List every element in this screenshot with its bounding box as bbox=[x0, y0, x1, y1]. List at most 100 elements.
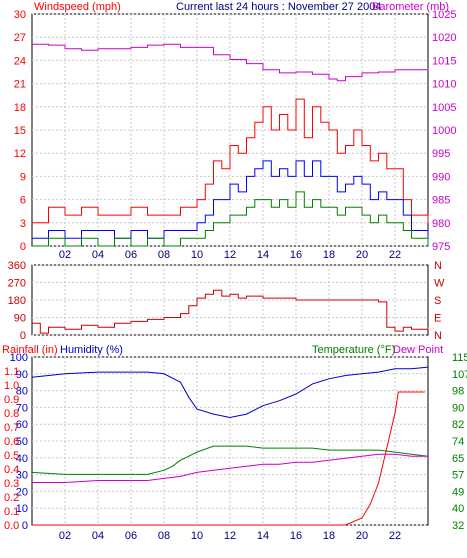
direction-tick-label: 270 bbox=[8, 278, 26, 290]
barometer-line bbox=[32, 43, 429, 82]
x-tick-label: 16 bbox=[290, 530, 302, 542]
x-tick-label: 10 bbox=[191, 249, 203, 261]
humidity-tick-label: 60 bbox=[16, 419, 28, 431]
x-tick-label: 20 bbox=[356, 530, 368, 542]
x-tick-label: 18 bbox=[323, 249, 335, 261]
temperature-tick-label: 57 bbox=[452, 470, 464, 482]
x-tick-label: 20 bbox=[356, 249, 368, 261]
x-tick-label: 06 bbox=[125, 530, 137, 542]
temperature-tick-label: 40 bbox=[452, 503, 464, 515]
temperature-tick-label: 98 bbox=[452, 386, 464, 398]
compass-tick-label: N bbox=[434, 260, 442, 272]
rainfall-tick-label: 0.3 bbox=[4, 478, 19, 490]
chart-series bbox=[31, 43, 429, 526]
windspeed-tick-label: 12 bbox=[14, 148, 26, 160]
temperature-tick-label: 49 bbox=[452, 486, 464, 498]
windspeed-tick-label: 15 bbox=[14, 125, 26, 137]
windspeed-tick-label: 27 bbox=[14, 32, 26, 44]
chart-title: Current last 24 hours : November 27 2004 bbox=[176, 1, 381, 13]
rainfall-tick-label: 1.1 bbox=[4, 366, 19, 378]
rainfall-axis-title: Rainfall (in) bbox=[2, 344, 58, 356]
rainfall-tick-label: 1.0 bbox=[4, 380, 19, 392]
x-tick-label: 02 bbox=[59, 249, 71, 261]
humidity-tick-label: 70 bbox=[16, 402, 28, 414]
temperature-tick-label: 90 bbox=[452, 402, 464, 414]
rainfall-tick-label: 0.9 bbox=[4, 394, 19, 406]
barometer-tick-label: 1020 bbox=[432, 32, 456, 44]
humidity-tick-label: 0 bbox=[22, 520, 28, 532]
humidity-tick-label: 100 bbox=[10, 352, 28, 364]
x-tick-label: 18 bbox=[323, 530, 335, 542]
barometer-tick-label: 1010 bbox=[432, 79, 456, 91]
rainfall-tick-label: 0.1 bbox=[4, 506, 19, 518]
wind-average-line bbox=[32, 160, 429, 239]
rainfall-tick-label: 0.0 bbox=[4, 520, 19, 532]
temperature-tick-label: 107 bbox=[452, 369, 467, 381]
temperature-line bbox=[31, 445, 429, 475]
x-tick-label: 14 bbox=[257, 249, 269, 261]
windspeed-tick-label: 21 bbox=[14, 79, 26, 91]
barometer-tick-label: 1015 bbox=[432, 55, 456, 67]
compass-tick-label: W bbox=[434, 278, 445, 290]
rainfall-tick-label: 0.4 bbox=[4, 464, 19, 476]
rainfall-tick-label: 0.8 bbox=[4, 408, 19, 420]
x-tick-label: 10 bbox=[191, 530, 203, 542]
barometer-tick-label: 1025 bbox=[432, 9, 456, 21]
compass-tick-label: E bbox=[434, 313, 441, 325]
humidity-tick-label: 40 bbox=[16, 453, 28, 465]
humidity-line bbox=[31, 366, 429, 419]
x-tick-label: 04 bbox=[92, 530, 104, 542]
direction-tick-label: 90 bbox=[14, 313, 26, 325]
barometer-tick-label: 995 bbox=[432, 148, 450, 160]
barometer-tick-label: 1000 bbox=[432, 125, 456, 137]
windspeed-axis-title: Windspeed (mph) bbox=[34, 1, 121, 13]
barometer-tick-label: 990 bbox=[432, 171, 450, 183]
x-tick-label: 14 bbox=[257, 530, 269, 542]
rainfall-tick-label: 0.5 bbox=[4, 450, 19, 462]
x-tick-label: 22 bbox=[389, 249, 401, 261]
dewpoint-line bbox=[32, 453, 428, 483]
humidity-tick-label: 50 bbox=[16, 436, 28, 448]
wind-minimum-line bbox=[32, 191, 429, 247]
barometer-tick-label: 980 bbox=[432, 218, 450, 230]
windspeed-tick-label: 3 bbox=[20, 218, 26, 230]
dewpoint-axis-title: Dew Point bbox=[393, 344, 443, 356]
compass-tick-label: N bbox=[434, 330, 442, 342]
direction-tick-label: 360 bbox=[8, 260, 26, 272]
temperature-tick-label: 115 bbox=[452, 352, 467, 364]
x-tick-label: 04 bbox=[92, 249, 104, 261]
temperature-tick-label: 82 bbox=[452, 419, 464, 431]
x-tick-label: 08 bbox=[158, 249, 170, 261]
barometer-tick-label: 975 bbox=[432, 241, 450, 253]
temperature-tick-label: 65 bbox=[452, 453, 464, 465]
rainfall-tick-label: 0.7 bbox=[4, 422, 19, 434]
windspeed-tick-label: 18 bbox=[14, 102, 26, 114]
barometer-tick-label: 985 bbox=[432, 195, 450, 207]
x-tick-label: 12 bbox=[224, 530, 236, 542]
x-tick-label: 08 bbox=[158, 530, 170, 542]
axis-labels: 02 04 06 08 10 12 14 16 18 20 22 0 3 6 9 12 15 18 21 24 27 30… bbox=[4, 9, 467, 542]
rainfall-tick-label: 0.2 bbox=[4, 492, 19, 504]
windspeed-tick-label: 0 bbox=[20, 241, 26, 253]
humidity-tick-label: 90 bbox=[16, 369, 28, 381]
temperature-axis-title: Temperature (°F) bbox=[312, 344, 395, 356]
windspeed-tick-label: 24 bbox=[14, 55, 26, 67]
barometer-axis-title: Barometer (mb) bbox=[372, 1, 449, 13]
barometer-tick-label: 1005 bbox=[432, 102, 456, 114]
humidity-axis-title: Humidity (%) bbox=[60, 344, 123, 356]
temperature-tick-label: 32 bbox=[452, 520, 464, 532]
direction-tick-label: 0 bbox=[20, 330, 26, 342]
x-tick-label: 02 bbox=[59, 530, 71, 542]
humidity-tick-label: 10 bbox=[16, 503, 28, 515]
windspeed-tick-label: 9 bbox=[20, 171, 26, 183]
x-tick-label: 06 bbox=[125, 249, 137, 261]
compass-tick-label: S bbox=[434, 295, 441, 307]
humidity-tick-label: 30 bbox=[16, 470, 28, 482]
x-tick-label: 12 bbox=[224, 249, 236, 261]
temperature-tick-label: 74 bbox=[452, 436, 464, 448]
x-tick-label: 16 bbox=[290, 249, 302, 261]
humidity-tick-label: 80 bbox=[16, 386, 28, 398]
windspeed-tick-label: 30 bbox=[14, 9, 26, 21]
windspeed-tick-label: 6 bbox=[20, 195, 26, 207]
